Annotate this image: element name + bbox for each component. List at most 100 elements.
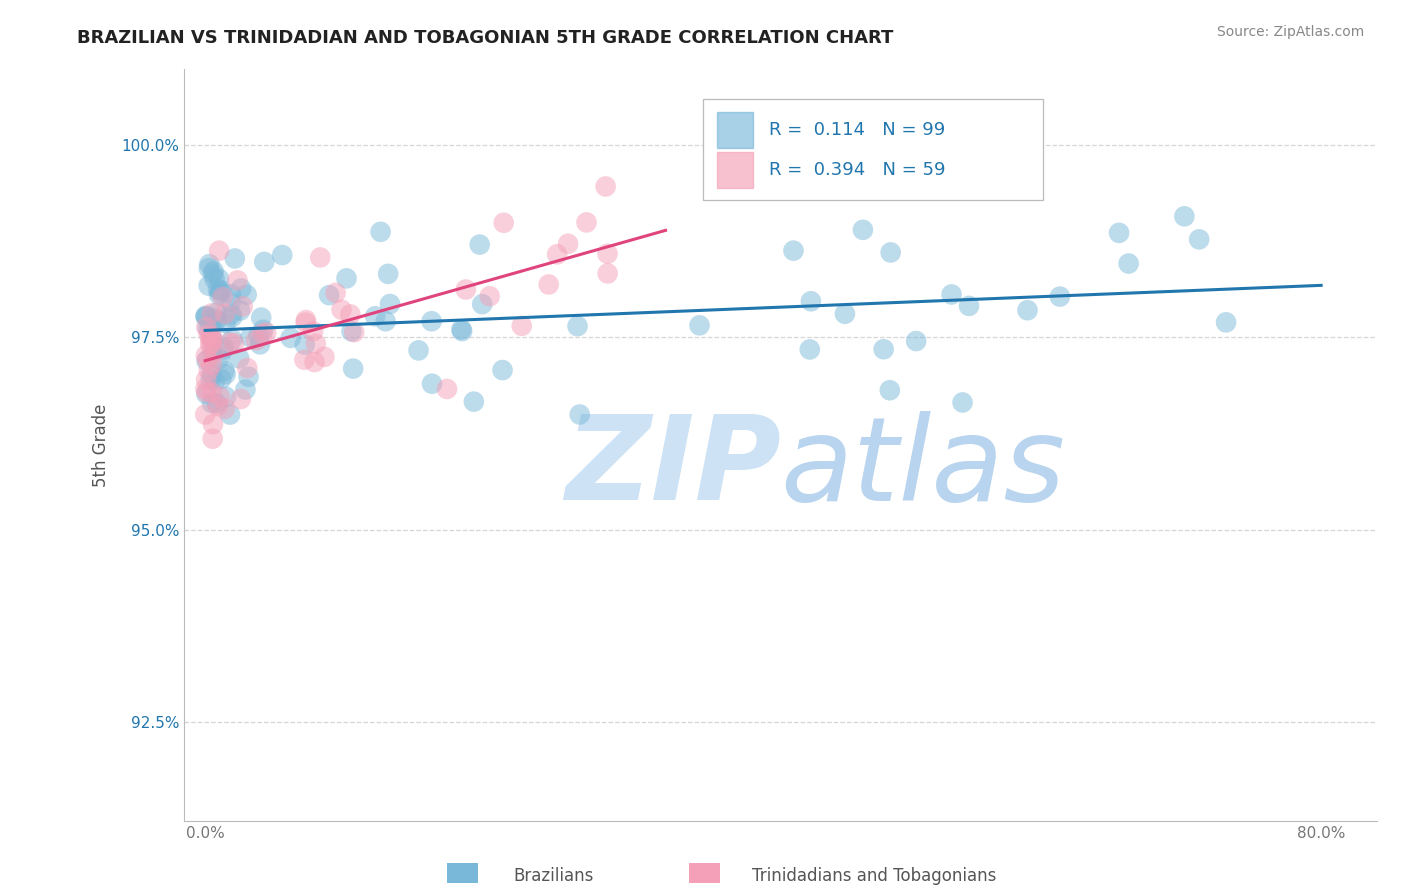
Text: Source: ZipAtlas.com: Source: ZipAtlas.com <box>1216 25 1364 39</box>
Point <box>226 273 249 287</box>
Point <box>420 376 443 391</box>
Point <box>800 294 823 309</box>
Point <box>510 318 533 333</box>
Point <box>852 223 875 237</box>
Point <box>314 350 336 364</box>
Point <box>212 341 235 355</box>
Point <box>236 361 259 376</box>
Point <box>201 346 224 360</box>
Point <box>209 285 232 299</box>
Point <box>454 283 477 297</box>
Point <box>197 278 219 293</box>
Point <box>872 343 894 357</box>
Point <box>799 343 821 357</box>
Point <box>271 248 294 262</box>
Point <box>468 237 491 252</box>
Point <box>957 299 980 313</box>
Point <box>879 245 901 260</box>
Point <box>195 385 218 400</box>
Point <box>214 316 236 330</box>
Point <box>214 401 236 416</box>
Point <box>207 399 229 413</box>
Point <box>211 284 233 298</box>
Point <box>1188 232 1211 246</box>
Point <box>208 244 231 258</box>
Point <box>207 282 229 296</box>
Text: BRAZILIAN VS TRINIDADIAN AND TOBAGONIAN 5TH GRADE CORRELATION CHART: BRAZILIAN VS TRINIDADIAN AND TOBAGONIAN … <box>77 29 894 46</box>
Point <box>229 392 252 406</box>
Point <box>304 355 326 369</box>
Point <box>238 369 260 384</box>
Point <box>364 310 387 324</box>
Point <box>436 382 458 396</box>
Text: Brazilians: Brazilians <box>513 867 593 885</box>
Point <box>378 297 401 311</box>
Point <box>1215 315 1237 329</box>
Point <box>218 335 240 350</box>
Point <box>294 316 316 330</box>
Point <box>219 295 242 310</box>
Point <box>879 384 901 398</box>
Point <box>200 329 222 343</box>
Point <box>209 372 232 386</box>
Point <box>201 368 224 382</box>
Point <box>567 319 589 334</box>
Point <box>1049 290 1071 304</box>
Point <box>200 319 222 334</box>
Point <box>250 310 273 325</box>
Point <box>212 343 235 358</box>
Point <box>201 358 224 372</box>
Point <box>200 373 222 387</box>
Point <box>197 326 219 341</box>
Point <box>232 299 254 313</box>
Point <box>575 215 598 229</box>
Point <box>201 385 224 400</box>
Point <box>222 336 245 351</box>
Point <box>834 307 856 321</box>
Point <box>205 306 228 320</box>
Point <box>204 374 226 388</box>
Point <box>343 325 366 339</box>
Point <box>254 326 277 340</box>
Point <box>194 408 217 422</box>
Point <box>195 352 218 367</box>
Point <box>309 251 332 265</box>
Point <box>302 324 325 338</box>
Point <box>568 408 591 422</box>
Point <box>201 396 224 410</box>
Point <box>478 289 501 303</box>
Point <box>689 318 711 333</box>
Point <box>194 382 217 396</box>
FancyBboxPatch shape <box>717 153 754 188</box>
Point <box>294 352 316 367</box>
Point <box>197 261 219 276</box>
Point <box>201 417 224 432</box>
Point <box>195 320 218 334</box>
Point <box>229 281 252 295</box>
Point <box>235 383 257 397</box>
Point <box>295 313 318 327</box>
Point <box>205 313 228 327</box>
Point <box>201 267 224 281</box>
Point <box>208 272 231 286</box>
Point <box>340 325 363 339</box>
Point <box>198 257 221 271</box>
Point <box>202 346 225 360</box>
Point <box>408 343 430 358</box>
Point <box>198 331 221 345</box>
Point <box>941 287 963 301</box>
Point <box>1118 256 1140 270</box>
Point <box>198 337 221 351</box>
Point <box>370 225 392 239</box>
Point <box>205 396 228 410</box>
Point <box>596 246 619 260</box>
Point <box>1173 209 1195 223</box>
Point <box>245 333 267 347</box>
Text: atlas: atlas <box>780 410 1066 524</box>
Point <box>782 244 804 258</box>
Point <box>208 351 231 366</box>
Point <box>557 236 579 251</box>
Point <box>252 323 274 337</box>
Point <box>200 336 222 351</box>
Point <box>463 394 485 409</box>
